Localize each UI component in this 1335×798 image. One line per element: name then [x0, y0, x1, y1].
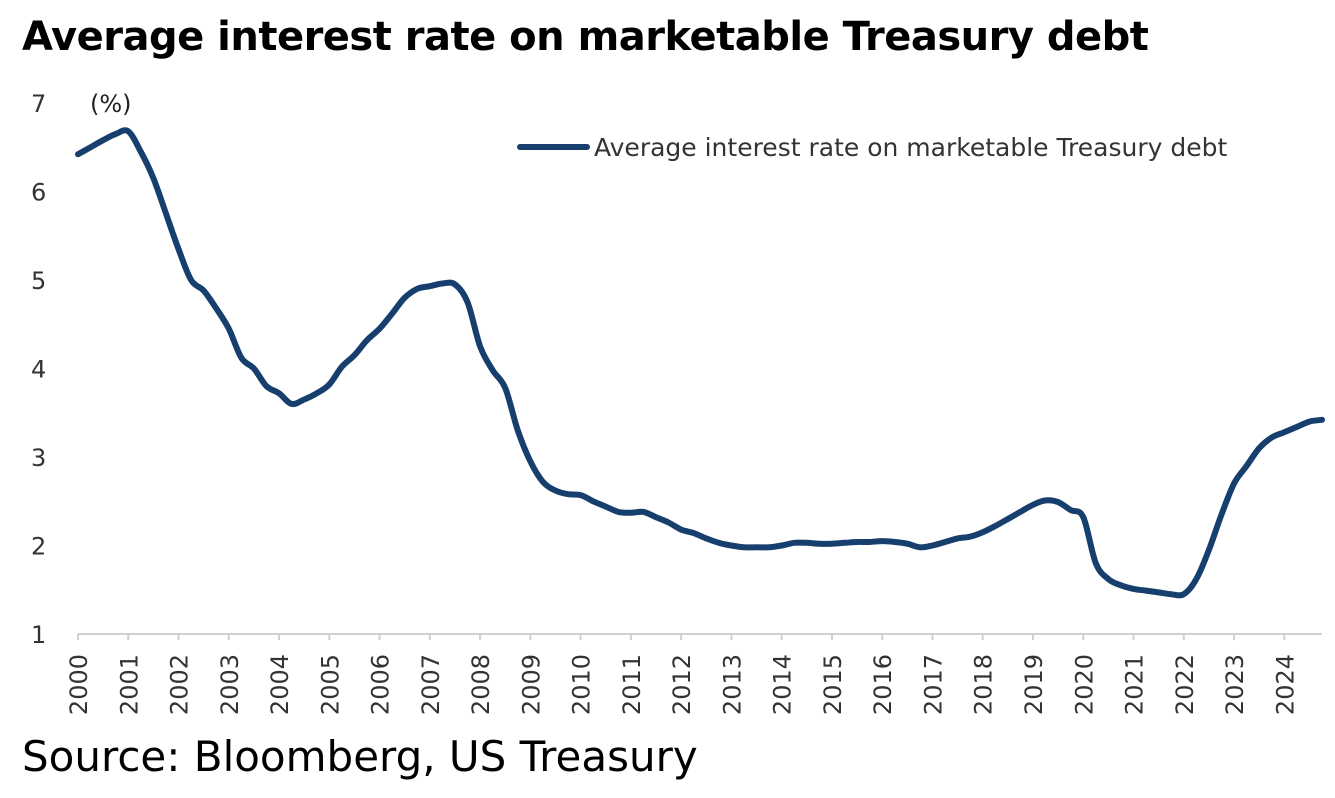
y-tick-label: 6: [31, 179, 46, 207]
x-tick-label: 2012: [668, 654, 696, 715]
x-tick-label: 2016: [869, 654, 897, 715]
x-tick-label: 2006: [367, 654, 395, 715]
y-tick-label: 3: [31, 444, 46, 472]
x-tick-label: 2003: [216, 654, 244, 715]
x-tick-label: 2022: [1171, 654, 1199, 715]
x-tick-label: 2000: [65, 654, 93, 715]
x-tick-label: 2004: [266, 654, 294, 715]
x-tick-label: 2001: [115, 654, 143, 715]
source-note: Source: Bloomberg, US Treasury: [22, 732, 698, 781]
y-tick-label: 7: [31, 90, 46, 118]
x-tick-label: 2019: [1020, 654, 1048, 715]
y-axis-unit-label: (%): [90, 90, 132, 118]
legend: Average interest rate on marketable Trea…: [517, 133, 1227, 162]
x-tick-label: 2009: [517, 654, 545, 715]
y-axis: 1 2 3 4 5 6 7: [31, 90, 46, 649]
x-tick-label: 2024: [1271, 654, 1299, 715]
x-tick-label: 2014: [769, 654, 797, 715]
legend-label: Average interest rate on marketable Trea…: [594, 133, 1227, 162]
series-line: [75, 127, 1325, 599]
x-tick-label: 2007: [417, 654, 445, 715]
x-tick-label: 2015: [819, 654, 847, 715]
y-tick-label: 2: [31, 533, 46, 561]
x-tick-label: 2005: [316, 654, 344, 715]
x-tick-label: 2023: [1221, 654, 1249, 715]
x-tick-label: 2008: [467, 654, 495, 715]
x-tick-label: 2021: [1121, 654, 1149, 715]
x-tick-label: 2020: [1070, 654, 1098, 715]
chart-title: Average interest rate on marketable Trea…: [22, 14, 1149, 60]
x-tick-label: 2002: [166, 654, 194, 715]
x-tick-label: 2011: [618, 654, 646, 715]
x-tick-label: 2013: [718, 654, 746, 715]
x-tick-label: 2010: [568, 654, 596, 715]
x-tick-label: 2018: [970, 654, 998, 715]
x-axis: 2000 2001 2002 2003 2004 2005 2006 2007 2008 2009…: [65, 634, 1299, 715]
x-tick-label: 2017: [919, 654, 947, 715]
y-tick-label: 1: [31, 621, 46, 649]
y-tick-label: 5: [31, 267, 46, 295]
y-tick-label: 4: [31, 356, 46, 384]
